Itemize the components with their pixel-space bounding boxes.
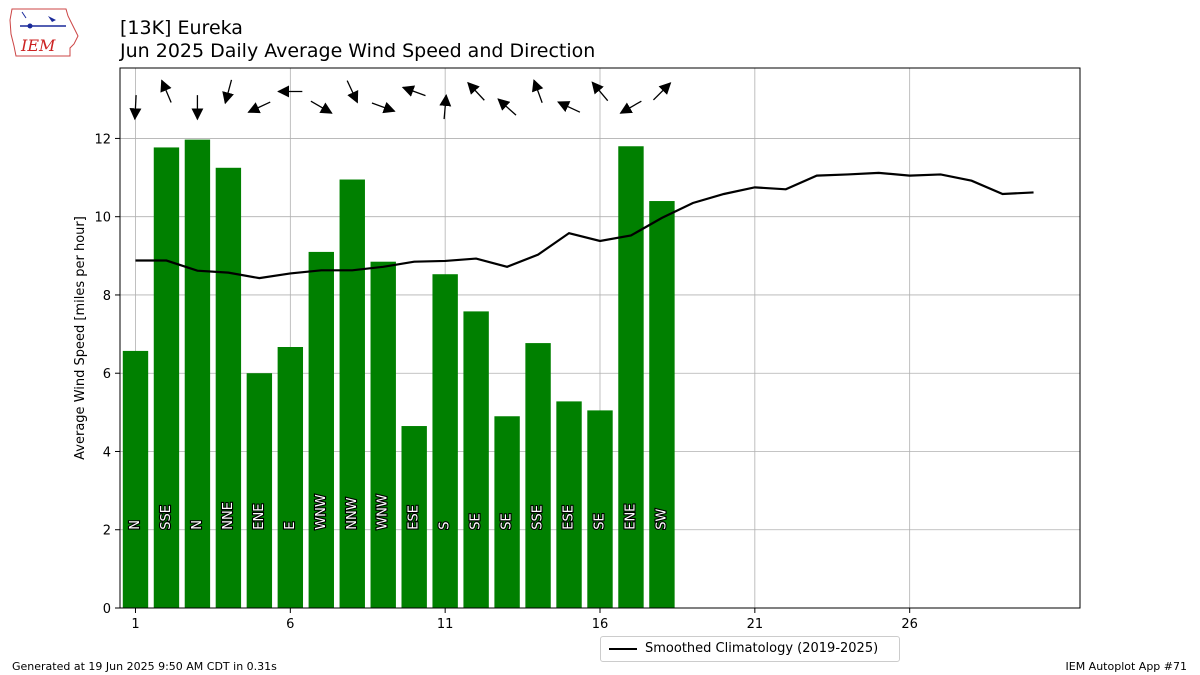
wind-bar [587,410,613,608]
wind-arrow [591,81,609,102]
wind-bar [370,261,396,608]
logo-text: IEM [20,36,56,55]
direction-label: E [283,522,298,530]
direction-label: WNW [376,494,391,530]
iem-logo: IEM [9,8,79,57]
x-tick-label: 1 [131,617,139,632]
y-tick-label: 4 [103,445,111,460]
x-tick-label: 26 [901,617,918,632]
y-tick-label: 10 [94,211,111,226]
direction-label: S [438,521,453,529]
wind-arrow [247,101,271,114]
legend-line-swatch [609,648,637,650]
x-tick-label: 16 [592,617,609,632]
wind-arrow [371,101,396,114]
wind-bar [556,401,582,608]
x-tick-label: 6 [286,617,294,632]
wind-bar [153,147,180,608]
wind-bar [215,167,242,609]
chart-subtitle: Jun 2025 Daily Average Wind Speed and Di… [120,40,596,62]
direction-label: SE [469,513,484,529]
wind-bar [184,139,211,608]
direction-label: SE [593,513,608,529]
chart-title: [13K] Eureka [120,17,243,39]
direction-label: N [190,520,205,530]
direction-label: ENE [252,504,267,530]
wind-arrow [652,82,672,101]
wind-bar [401,426,427,608]
wind-bar [463,311,489,608]
wind-bar [525,343,551,608]
wind-bar [122,350,149,608]
climatology-line [135,171,1034,280]
legend-label: Smoothed Climatology (2019-2025) [645,641,879,656]
direction-label: NNE [221,502,236,530]
direction-label: NNW [345,497,360,529]
direction-label: WNW [314,494,329,530]
direction-label: ENE [623,504,638,530]
generated-note: Generated at 19 Jun 2025 9:50 AM CDT in … [12,660,277,673]
wind-arrow [467,81,485,101]
wind-arrow [222,79,234,105]
wind-arrow [129,95,142,121]
wind-arrow [619,100,642,114]
direction-label: SSE [159,505,174,530]
wind-bar [494,416,520,608]
wind-bar [308,251,334,609]
direction-label: SSE [531,505,546,530]
y-tick-label: 0 [103,602,111,617]
direction-label: SW [654,508,669,529]
direction-label: ESE [407,505,422,530]
y-tick-label: 8 [103,289,111,304]
x-tick-label: 21 [747,617,764,632]
wind-arrow [401,85,426,97]
wind-bar [339,179,365,609]
wind-arrow [310,100,333,114]
wind-bar [246,373,273,608]
wind-arrow [557,101,581,113]
x-tick-label: 11 [437,617,454,632]
wind-bar [432,274,458,608]
wind-arrow [497,98,517,116]
wind-bar [618,146,644,608]
wind-arrow [439,93,452,120]
wind-bar [649,201,675,609]
y-axis-label: Average Wind Speed [miles per hour] [73,216,88,460]
legend: Smoothed Climatology (2019-2025) [600,636,900,662]
wind-arrow [160,79,172,103]
y-tick-label: 12 [94,132,111,147]
wind-arrow [346,80,359,104]
direction-label: ESE [562,505,577,530]
direction-label: SE [500,513,515,529]
app-note: IEM Autoplot App #71 [1065,660,1188,673]
direction-label: N [128,520,143,530]
y-tick-label: 6 [103,367,111,382]
wind-arrow [532,79,544,103]
y-tick-label: 2 [103,524,111,539]
wind-bar [277,347,304,608]
